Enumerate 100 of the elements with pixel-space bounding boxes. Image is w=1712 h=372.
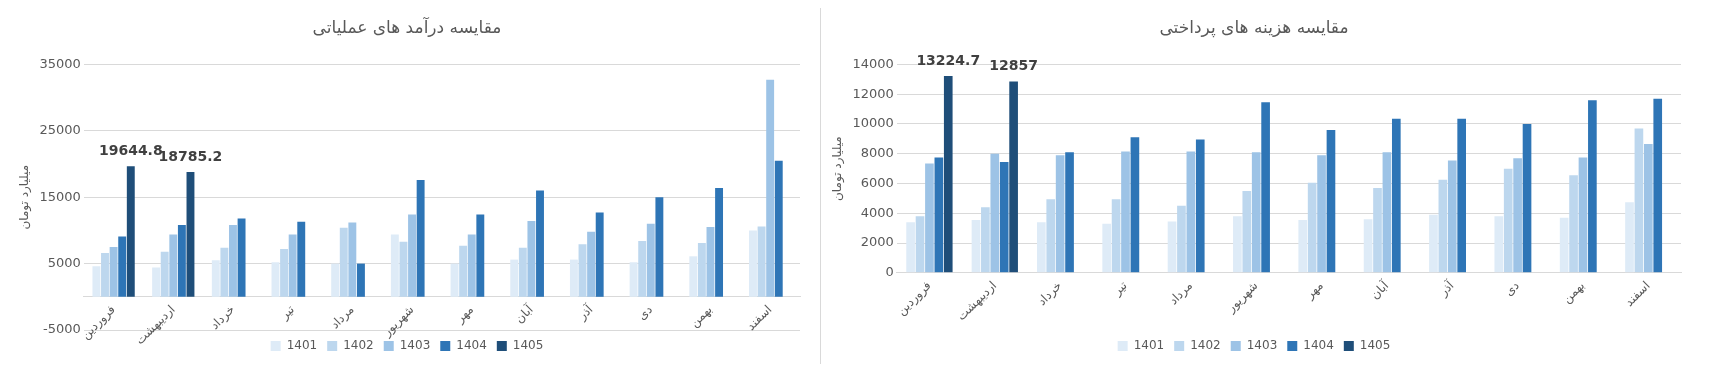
y-axis-title: میلیارد تومان xyxy=(830,136,846,201)
bar xyxy=(1457,118,1466,273)
bar xyxy=(92,266,101,297)
legend-label: 1403 xyxy=(399,338,431,353)
bar xyxy=(1009,81,1018,273)
bar xyxy=(595,212,604,297)
bar xyxy=(906,222,915,273)
bar xyxy=(160,251,169,297)
bar xyxy=(915,216,925,273)
bar xyxy=(943,75,953,273)
bar xyxy=(459,245,468,297)
legend-label: 1402 xyxy=(343,338,374,353)
bar xyxy=(1307,182,1317,273)
chart-title: مقایسه درآمد های عملیاتی xyxy=(312,15,502,37)
y-tick-label: -5000 xyxy=(42,321,81,337)
legend-label: 1401 xyxy=(286,338,318,353)
bar xyxy=(331,263,340,297)
bar xyxy=(1373,187,1382,273)
bar xyxy=(527,221,536,297)
bar xyxy=(1494,216,1504,273)
bar xyxy=(356,263,365,297)
bar xyxy=(757,226,766,297)
bar xyxy=(1055,155,1065,273)
bar xyxy=(1121,151,1130,273)
y-tick-label: 5000 xyxy=(47,254,81,270)
x-tick-label: مهر xyxy=(1302,278,1327,303)
bar xyxy=(1036,222,1046,273)
y-tick-label: 35000 xyxy=(39,55,81,71)
bar xyxy=(280,248,289,297)
x-tick-label: دی xyxy=(634,302,656,323)
bar xyxy=(476,214,485,297)
data-label: 13224.7 xyxy=(916,51,981,68)
bar xyxy=(152,267,161,297)
data-label: 12857 xyxy=(989,57,1038,74)
x-tick-label: مرداد xyxy=(1166,278,1196,309)
bar xyxy=(1102,223,1111,273)
y-tick-label: 2000 xyxy=(860,234,894,250)
y-tick-label: 10000 xyxy=(852,115,894,131)
bar xyxy=(971,219,981,273)
bar xyxy=(1503,168,1513,273)
bar xyxy=(646,223,655,297)
bar xyxy=(587,231,596,297)
legend-label: 1404 xyxy=(456,338,487,353)
bar xyxy=(169,234,178,297)
x-tick-label: خرداد xyxy=(207,302,239,333)
bar xyxy=(569,259,578,297)
bar xyxy=(1167,221,1177,273)
x-tick-label: آبان xyxy=(511,301,537,326)
legend-label: 1403 xyxy=(1246,338,1278,353)
bar xyxy=(766,79,775,297)
bar xyxy=(118,236,127,297)
bar xyxy=(689,256,698,297)
bar xyxy=(934,157,944,273)
bar xyxy=(416,179,425,297)
bar xyxy=(1111,199,1121,273)
bar xyxy=(1513,158,1522,273)
legend-label: 1405 xyxy=(1359,338,1391,353)
bar xyxy=(348,222,357,297)
bar xyxy=(1559,217,1569,273)
x-tick-label: دی xyxy=(1501,278,1522,299)
x-tick-label: خرداد xyxy=(1034,278,1066,309)
bar xyxy=(339,227,348,297)
chart-title: مقایسه هزینه های پرداختی xyxy=(1159,16,1349,38)
x-tick-label: فروردین xyxy=(894,278,935,319)
bar xyxy=(510,259,519,297)
legend-label: 1404 xyxy=(1303,338,1334,353)
bar xyxy=(925,163,934,273)
bar xyxy=(999,161,1009,273)
bar xyxy=(1177,205,1186,273)
x-tick-label: تیر xyxy=(1109,278,1131,300)
legend-label: 1405 xyxy=(512,338,544,353)
y-axis-title: میلیارد تومان xyxy=(17,164,33,230)
bar xyxy=(715,187,724,297)
y-tick-label: 6000 xyxy=(860,174,894,190)
bar xyxy=(297,221,306,297)
bar xyxy=(1578,157,1588,273)
y-tick-label: 4000 xyxy=(860,204,894,220)
bar xyxy=(1588,100,1597,273)
y-tick-label: 14000 xyxy=(852,55,894,71)
x-tick-label: بهمن xyxy=(687,302,716,331)
bar xyxy=(288,234,297,297)
x-tick-label: تیر xyxy=(276,302,298,324)
y-tick-label: 0 xyxy=(885,264,894,280)
x-tick-label: مرداد xyxy=(327,302,358,333)
x-tick-label: اردیبهشت xyxy=(132,302,179,348)
bar xyxy=(1569,175,1578,273)
bar xyxy=(990,153,1000,273)
legend-label: 1402 xyxy=(1190,338,1221,353)
bar xyxy=(408,214,416,297)
bar xyxy=(638,241,647,297)
bar xyxy=(126,166,135,297)
bar xyxy=(981,207,990,273)
bar xyxy=(518,247,527,297)
x-tick-label: آذر xyxy=(1435,277,1458,300)
bar xyxy=(177,225,186,297)
bar xyxy=(1447,160,1457,273)
bar xyxy=(1522,123,1532,273)
bar xyxy=(1391,118,1401,273)
bar xyxy=(101,252,109,297)
bar xyxy=(1130,137,1140,273)
